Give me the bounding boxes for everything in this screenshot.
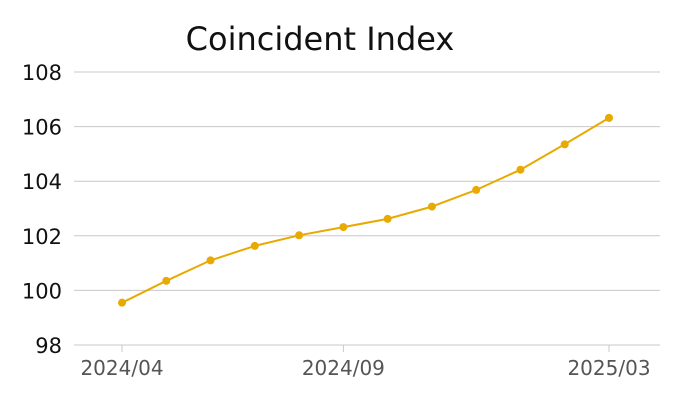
x-tick-label: 2025/03 <box>567 356 650 380</box>
y-tick-label: 98 <box>35 334 62 358</box>
y-tick-label: 108 <box>22 61 62 85</box>
y-axis-tick-labels: 98 100 102 104 106 108 <box>22 61 62 358</box>
y-tick-label: 102 <box>22 225 62 249</box>
data-point <box>339 223 348 232</box>
data-point <box>206 256 215 265</box>
data-point <box>383 214 392 223</box>
series-line <box>121 117 610 304</box>
x-axis: 2024/04 2024/09 2025/03 <box>74 344 660 380</box>
data-point <box>250 241 259 250</box>
y-tick-label: 104 <box>22 170 62 194</box>
data-point <box>162 276 171 285</box>
data-point <box>118 298 126 307</box>
data-point <box>295 231 304 240</box>
data-point <box>472 185 481 194</box>
data-point <box>605 113 613 122</box>
y-tick-label: 100 <box>22 279 62 303</box>
data-point <box>516 165 525 174</box>
series-group <box>118 113 613 307</box>
x-tick-label: 2024/09 <box>302 356 385 380</box>
grid-lines <box>74 71 660 291</box>
y-tick-label: 106 <box>22 116 62 140</box>
x-tick-label: 2024/04 <box>80 356 163 380</box>
data-point <box>560 140 569 149</box>
data-point <box>427 202 436 211</box>
chart-title: Coincident Index <box>186 20 455 58</box>
